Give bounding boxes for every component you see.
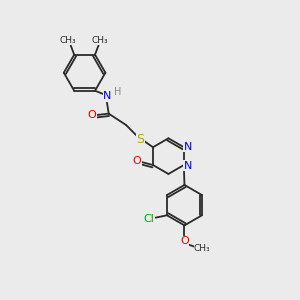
Text: N: N bbox=[184, 160, 192, 171]
Text: CH₃: CH₃ bbox=[92, 36, 108, 45]
Text: CH₃: CH₃ bbox=[59, 36, 76, 45]
Text: H: H bbox=[114, 87, 121, 97]
Text: O: O bbox=[133, 157, 142, 166]
Text: O: O bbox=[180, 236, 189, 246]
Text: N: N bbox=[103, 92, 112, 101]
Text: CH₃: CH₃ bbox=[194, 244, 211, 253]
Text: S: S bbox=[136, 133, 144, 146]
Text: Cl: Cl bbox=[144, 214, 154, 224]
Text: N: N bbox=[184, 142, 192, 152]
Text: O: O bbox=[87, 110, 96, 120]
